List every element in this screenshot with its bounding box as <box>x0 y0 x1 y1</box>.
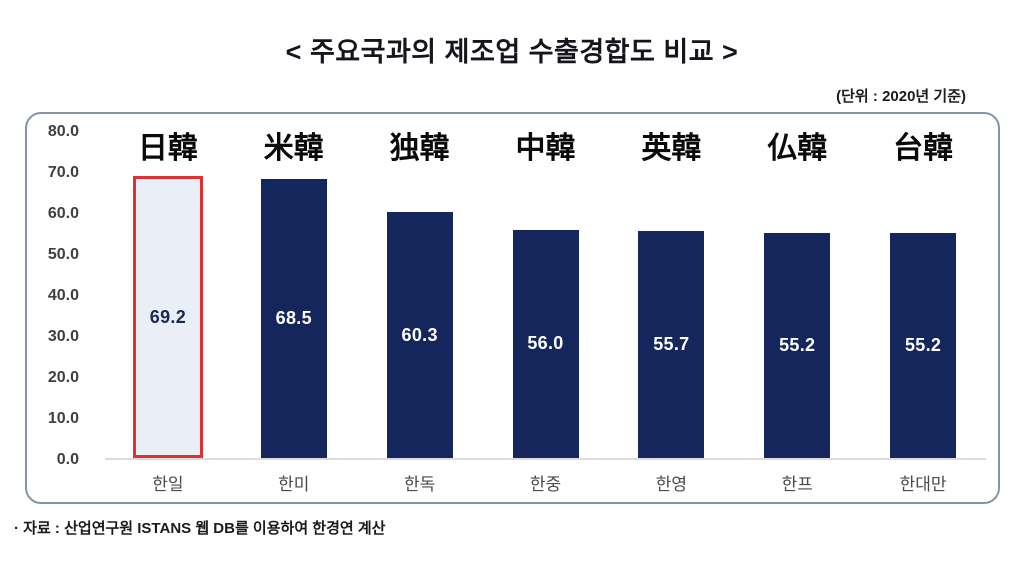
pair-label: 独韓 <box>389 132 450 165</box>
bar-column: 中韓 56.0 한중 <box>483 132 609 494</box>
bar-column: 仏韓 55.2 한프 <box>734 132 860 494</box>
bar-value-label: 68.5 <box>275 307 312 328</box>
pair-label: 米韓 <box>263 132 324 165</box>
bar-value-label: 60.3 <box>401 324 438 345</box>
bar: 55.2 <box>764 233 831 458</box>
unit-note: (단위 : 2020년 기준) <box>836 88 966 105</box>
bar-highlighted: 69.2 <box>132 176 203 458</box>
pair-label: 日韓 <box>137 132 198 165</box>
plot-wrap: 80.0 70.0 60.0 50.0 40.0 30.0 20.0 10.0 0.0 日韓 69… <box>27 123 998 494</box>
y-axis-tick-label: 0.0 <box>56 451 79 468</box>
bar-value-label: 55.2 <box>904 335 942 356</box>
pair-label: 台韓 <box>893 132 954 165</box>
x-axis-category-label: 한미 <box>278 475 310 494</box>
y-axis-tick-label: 50.0 <box>47 246 79 263</box>
x-axis-category-label: 한중 <box>529 475 562 494</box>
y-axis-tick-label: 60.0 <box>47 205 79 222</box>
y-axis-tick-label: 40.0 <box>47 287 79 304</box>
bar: 56.0 <box>512 229 579 458</box>
x-axis-category-label: 한일 <box>152 475 184 494</box>
y-axis-tick-label: 20.0 <box>47 369 79 386</box>
chart-frame: 80.0 70.0 60.0 50.0 40.0 30.0 20.0 10.0 0.0 日韓 69… <box>25 112 1000 504</box>
x-axis-category-label: 한프 <box>781 475 813 494</box>
bar-value-label: 56.0 <box>527 333 564 354</box>
plot-area: 日韓 69.2 한일 米韓 68.5 한미 独韓 60.3 한독 中韓 56.0 한중 英韓 55.7 한영… <box>105 132 986 494</box>
pair-label: 中韓 <box>515 132 576 165</box>
pair-label: 英韓 <box>641 132 702 165</box>
bar-value-label: 55.7 <box>653 334 690 355</box>
bar: 68.5 <box>260 178 327 458</box>
chart-title: < 주요국과의 제조업 수출경합도 비교 > <box>285 37 739 67</box>
y-axis: 80.0 70.0 60.0 50.0 40.0 30.0 20.0 10.0 0.0 <box>27 123 79 468</box>
bar-column: 米韓 68.5 한미 <box>231 132 357 494</box>
y-axis-tick-label: 80.0 <box>47 123 79 140</box>
bar-column: 日韓 69.2 한일 <box>105 132 231 494</box>
bar: 55.2 <box>890 233 957 458</box>
x-axis-category-label: 한대만 <box>899 475 947 494</box>
y-axis-tick-label: 70.0 <box>47 164 79 181</box>
y-axis-tick-label: 30.0 <box>47 328 79 345</box>
bar-value-label: 69.2 <box>149 306 187 327</box>
source-note: · 자료 : 산업연구원 ISTANS 웹 DB를 이용하여 한경연 계산 <box>14 520 386 537</box>
bar-column: 台韓 55.2 한대만 <box>860 132 986 494</box>
bar-column: 独韓 60.3 한독 <box>357 132 483 494</box>
bar-value-label: 55.2 <box>779 335 816 356</box>
x-axis-category-label: 한독 <box>404 475 436 494</box>
bar: 60.3 <box>386 212 453 458</box>
bar-column: 英韓 55.7 한영 <box>608 132 734 494</box>
y-axis-tick-label: 10.0 <box>47 410 79 427</box>
bar: 55.7 <box>638 231 705 458</box>
x-axis-category-label: 한영 <box>655 475 687 494</box>
pair-label: 仏韓 <box>767 132 828 165</box>
